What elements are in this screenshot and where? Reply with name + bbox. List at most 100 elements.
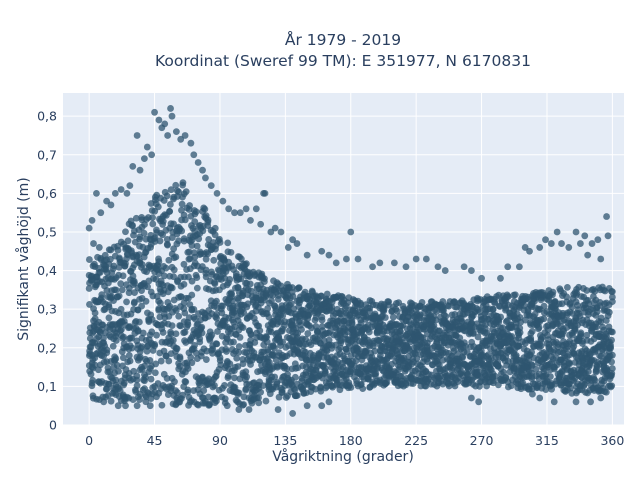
scatter-point [206, 401, 213, 409]
scatter-point [454, 378, 462, 386]
scatter-point [190, 306, 198, 313]
scatter-point [549, 288, 557, 296]
scatter-point [172, 181, 180, 189]
scatter-point [240, 393, 248, 401]
scatter-point [181, 328, 189, 336]
scatter-point [112, 376, 120, 384]
scatter-point [224, 372, 232, 380]
scatter-point [130, 277, 138, 285]
scatter-point [325, 251, 333, 259]
scatter-point [347, 384, 355, 391]
scatter-point [85, 224, 93, 232]
scatter-point [528, 327, 536, 335]
scatter-point [293, 240, 301, 247]
scatter-point [283, 365, 291, 373]
scatter-point [146, 357, 154, 364]
scatter-point [237, 255, 245, 263]
scatter-point [366, 307, 373, 315]
scatter-point [162, 264, 170, 272]
scatter-point [191, 253, 199, 261]
scatter-point [148, 328, 156, 336]
scatter-point [497, 313, 505, 321]
scatter-point [196, 338, 204, 346]
scatter-point [422, 255, 430, 263]
scatter-point [460, 263, 468, 271]
scatter-point [434, 263, 442, 271]
scatter-point [230, 338, 237, 346]
scatter-point [187, 139, 195, 147]
scatter-point [318, 292, 325, 300]
y-tick-label: 0,5 [37, 224, 57, 239]
scatter-point [155, 116, 163, 124]
scatter-point [103, 349, 111, 357]
scatter-point [115, 367, 122, 375]
scatter-point [516, 324, 524, 332]
scatter-point [487, 366, 495, 374]
scatter-point [167, 105, 174, 112]
scatter-point [165, 256, 173, 264]
scatter-point [176, 355, 184, 362]
scatter-point [277, 228, 285, 236]
scatter-point [343, 348, 351, 356]
scatter-point [213, 340, 221, 348]
scatter-point [122, 228, 129, 236]
scatter-point [247, 216, 254, 224]
scatter-point [289, 410, 297, 417]
scatter-point [192, 208, 200, 216]
scatter-point [117, 305, 125, 313]
scatter-point [607, 343, 615, 351]
scatter-point [235, 343, 243, 350]
scatter-point [371, 347, 379, 355]
scatter-point [125, 352, 133, 359]
scatter-point [149, 220, 157, 228]
scatter-point [540, 302, 548, 310]
scatter-point [597, 352, 605, 360]
scatter-point [546, 373, 554, 380]
x-tick-label: 90 [212, 433, 228, 448]
scatter-point [108, 293, 116, 301]
scatter-point [202, 266, 210, 274]
scatter-point [126, 182, 134, 190]
scatter-point [262, 397, 270, 405]
scatter-point [172, 330, 180, 338]
scatter-point [236, 209, 244, 217]
x-tick-label: 135 [273, 433, 297, 448]
scatter-point [105, 314, 113, 322]
scatter-point [129, 222, 137, 229]
scatter-point [90, 305, 97, 313]
scatter-point [182, 188, 190, 196]
scatter-point [151, 369, 159, 377]
scatter-point [243, 260, 250, 268]
scatter-point [223, 402, 231, 410]
scatter-point [140, 229, 148, 237]
scatter-point [252, 205, 260, 213]
scatter-point [526, 247, 533, 255]
scatter-point [115, 292, 123, 300]
scatter-point [106, 255, 114, 263]
scatter-point [274, 406, 282, 413]
scatter-point [527, 334, 535, 342]
scatter-point [172, 128, 180, 136]
scatter-point [167, 186, 175, 194]
scatter-point [210, 256, 218, 264]
scatter-point [133, 132, 141, 139]
scatter-point [225, 205, 233, 213]
scatter-point [159, 217, 167, 225]
scatter-point [375, 337, 383, 345]
scatter-point [231, 307, 239, 315]
y-tick-labels: 0 0,1 0,2 0,3 0,4 0,5 0,6 0,7 0,8 [37, 109, 57, 433]
scatter-point [603, 213, 610, 220]
scatter-point [129, 162, 137, 170]
scatter-point [344, 299, 352, 306]
scatter-point [572, 228, 580, 236]
scatter-point [528, 348, 536, 356]
scatter-point [216, 354, 224, 361]
scatter-point [550, 398, 558, 406]
scatter-point [200, 204, 208, 212]
scatter-point [230, 383, 238, 391]
scatter-point [456, 334, 464, 342]
scatter-point [271, 302, 278, 310]
scatter-point [221, 382, 228, 389]
scatter-point [474, 333, 482, 341]
